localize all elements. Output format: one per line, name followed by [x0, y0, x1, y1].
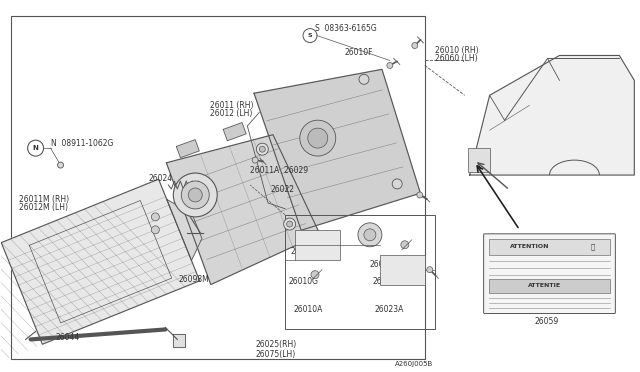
Text: S: S [308, 33, 312, 38]
Circle shape [359, 74, 369, 84]
Text: 26010A: 26010A [293, 305, 323, 314]
Circle shape [308, 128, 328, 148]
Text: 26011A  26029: 26011A 26029 [250, 166, 308, 174]
Text: N: N [33, 145, 38, 151]
Circle shape [152, 226, 159, 234]
Circle shape [257, 143, 268, 155]
Text: 26011M (RH): 26011M (RH) [19, 195, 68, 205]
Bar [285, 215, 435, 330]
Text: 26010G: 26010G [373, 277, 403, 286]
Circle shape [188, 188, 202, 202]
Circle shape [181, 181, 209, 209]
Text: S  08363-6165G: S 08363-6165G [315, 24, 377, 33]
Text: 26023A: 26023A [375, 305, 404, 314]
Text: 26022N: 26022N [370, 260, 399, 269]
Circle shape [427, 267, 433, 273]
Text: 26012 (LH): 26012 (LH) [210, 109, 253, 118]
Text: 26075(LH): 26075(LH) [255, 350, 296, 359]
Polygon shape [223, 123, 246, 141]
Circle shape [284, 218, 296, 230]
Circle shape [259, 146, 266, 152]
Bar [380, 255, 425, 285]
Bar [488, 279, 611, 293]
Circle shape [392, 179, 402, 189]
Bar [488, 239, 611, 255]
Text: N  08911-1062G: N 08911-1062G [51, 139, 113, 148]
Circle shape [412, 42, 418, 48]
Circle shape [173, 173, 217, 217]
Polygon shape [177, 140, 199, 158]
Text: Ⓝ: Ⓝ [590, 243, 595, 250]
Circle shape [252, 157, 258, 163]
Circle shape [387, 62, 393, 68]
Text: 26025(RH): 26025(RH) [255, 340, 296, 349]
Circle shape [58, 162, 63, 168]
Polygon shape [166, 135, 320, 285]
Polygon shape [1, 179, 200, 344]
Text: 26044: 26044 [56, 333, 80, 342]
Text: 26022M: 26022M [290, 247, 321, 256]
Circle shape [311, 271, 319, 279]
Text: 26010 (RH): 26010 (RH) [435, 46, 478, 55]
Text: A260J005B: A260J005B [395, 361, 433, 367]
Bar [295, 230, 340, 260]
Text: 26022: 26022 [270, 186, 294, 195]
Polygon shape [254, 69, 420, 230]
Text: 26024: 26024 [148, 173, 173, 183]
Text: 26060 (LH): 26060 (LH) [435, 54, 477, 63]
Circle shape [152, 213, 159, 221]
Bar [468, 148, 490, 172]
Polygon shape [173, 334, 186, 347]
Circle shape [364, 229, 376, 241]
Text: 26098M: 26098M [179, 275, 209, 284]
Text: 26059: 26059 [534, 317, 559, 326]
Text: 26011 (RH): 26011 (RH) [210, 101, 253, 110]
Text: ATTENTION: ATTENTION [510, 244, 549, 249]
Text: 26010G: 26010G [288, 277, 318, 286]
Circle shape [287, 221, 292, 227]
Polygon shape [470, 55, 634, 175]
Text: ATTENTIE: ATTENTIE [528, 283, 561, 288]
Polygon shape [167, 199, 202, 260]
Circle shape [358, 223, 382, 247]
Circle shape [300, 120, 336, 156]
Text: 26010F: 26010F [345, 48, 374, 57]
FancyBboxPatch shape [484, 234, 615, 314]
Bar [11, 16, 425, 359]
Circle shape [417, 192, 423, 198]
Text: 26012M (LH): 26012M (LH) [19, 203, 68, 212]
Circle shape [401, 241, 409, 249]
